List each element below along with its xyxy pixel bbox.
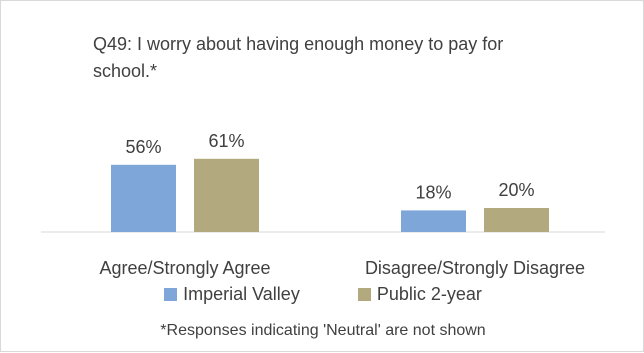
bar-public-2-year-disagree-strongly-disagree <box>484 208 549 232</box>
footnote: *Responses indicating 'Neutral' are not … <box>160 322 486 339</box>
bar-public-2-year-agree-strongly-agree <box>194 158 259 232</box>
category-label-agree-strongly-agree: Agree/Strongly Agree <box>99 258 270 278</box>
category-label-disagree-strongly-disagree: Disagree/Strongly Disagree <box>365 258 585 278</box>
legend-item-imperial-valley: Imperial Valley <box>164 284 300 305</box>
legend-label-imperial-valley: Imperial Valley <box>183 284 300 304</box>
legend-label-public-2-year: Public 2-year <box>376 284 482 304</box>
data-label-imperial-valley-disagree-strongly-disagree: 18% <box>415 182 451 202</box>
legend-item-public-2-year: Public 2-year <box>357 284 482 305</box>
bar-imperial-valley-agree-strongly-agree <box>111 164 176 232</box>
chart-title: Q49: I worry about having enough money t… <box>93 34 504 81</box>
legend-swatch-public-2-year <box>357 288 371 301</box>
legend-swatch-imperial-valley <box>164 288 178 301</box>
bars-layer: 56% 61% Agree/Strongly Agree 18% 20% Disagree… <box>99 131 585 278</box>
legend: Imperial Valley Public 2-year <box>1 284 644 305</box>
bar-imperial-valley-disagree-strongly-disagree <box>401 210 466 232</box>
data-label-imperial-valley-agree-strongly-agree: 56% <box>125 137 161 157</box>
data-label-public-2-year-agree-strongly-agree: 61% <box>208 131 244 151</box>
data-label-public-2-year-disagree-strongly-disagree: 20% <box>498 180 534 200</box>
